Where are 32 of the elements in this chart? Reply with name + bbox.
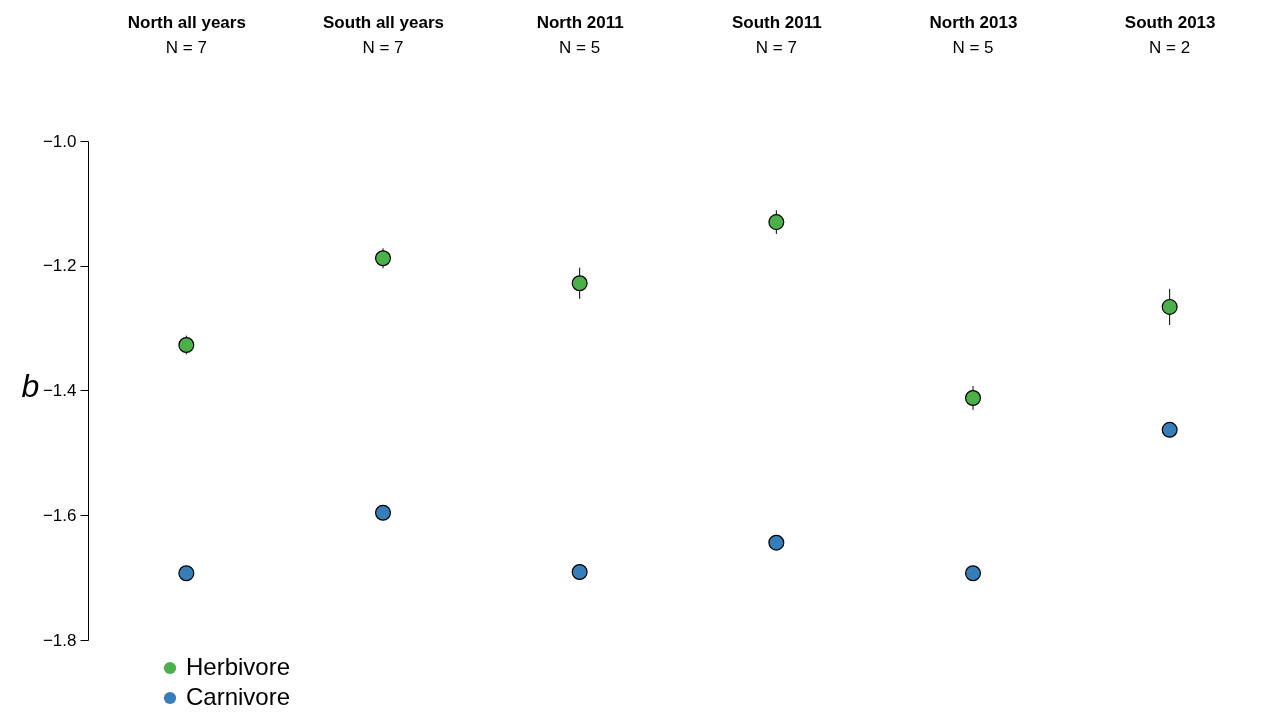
point xyxy=(1161,421,1178,438)
x-tick-label: South 2011 xyxy=(731,12,822,32)
point xyxy=(768,214,785,231)
legend-label: Herbivore xyxy=(186,653,291,680)
x-tick-label: South all years xyxy=(323,12,444,32)
x-tick-label: South 2013 xyxy=(1124,12,1216,32)
point xyxy=(374,504,392,521)
text: N = 7 xyxy=(755,38,797,57)
x-tick-label: North 2011 xyxy=(536,12,624,32)
x-tick-label: North 2013 xyxy=(929,12,1018,32)
point xyxy=(1161,298,1178,315)
text: N = 7 xyxy=(165,38,207,57)
point xyxy=(178,565,195,582)
y-axis-title: b xyxy=(21,367,40,404)
y-tick-label: −1.0 xyxy=(42,131,77,151)
y-tick-label: −1.4 xyxy=(42,381,77,400)
y-tick-label: −1.6 xyxy=(42,505,77,525)
text: N = 5 xyxy=(952,38,994,57)
point xyxy=(964,565,982,582)
y-tick-label: −1.8 xyxy=(42,630,77,650)
text: N = 2 xyxy=(1149,38,1191,57)
text: N = 5 xyxy=(559,38,601,57)
legend-label: Carnivore xyxy=(186,683,291,710)
point xyxy=(374,250,392,267)
x-tick-label: North all years xyxy=(127,12,246,32)
text: N = 7 xyxy=(362,38,404,57)
point xyxy=(768,534,785,551)
point xyxy=(571,564,588,581)
point xyxy=(178,336,195,353)
point xyxy=(571,275,588,292)
y-tick-label: −1.2 xyxy=(42,256,77,276)
point xyxy=(964,389,982,406)
